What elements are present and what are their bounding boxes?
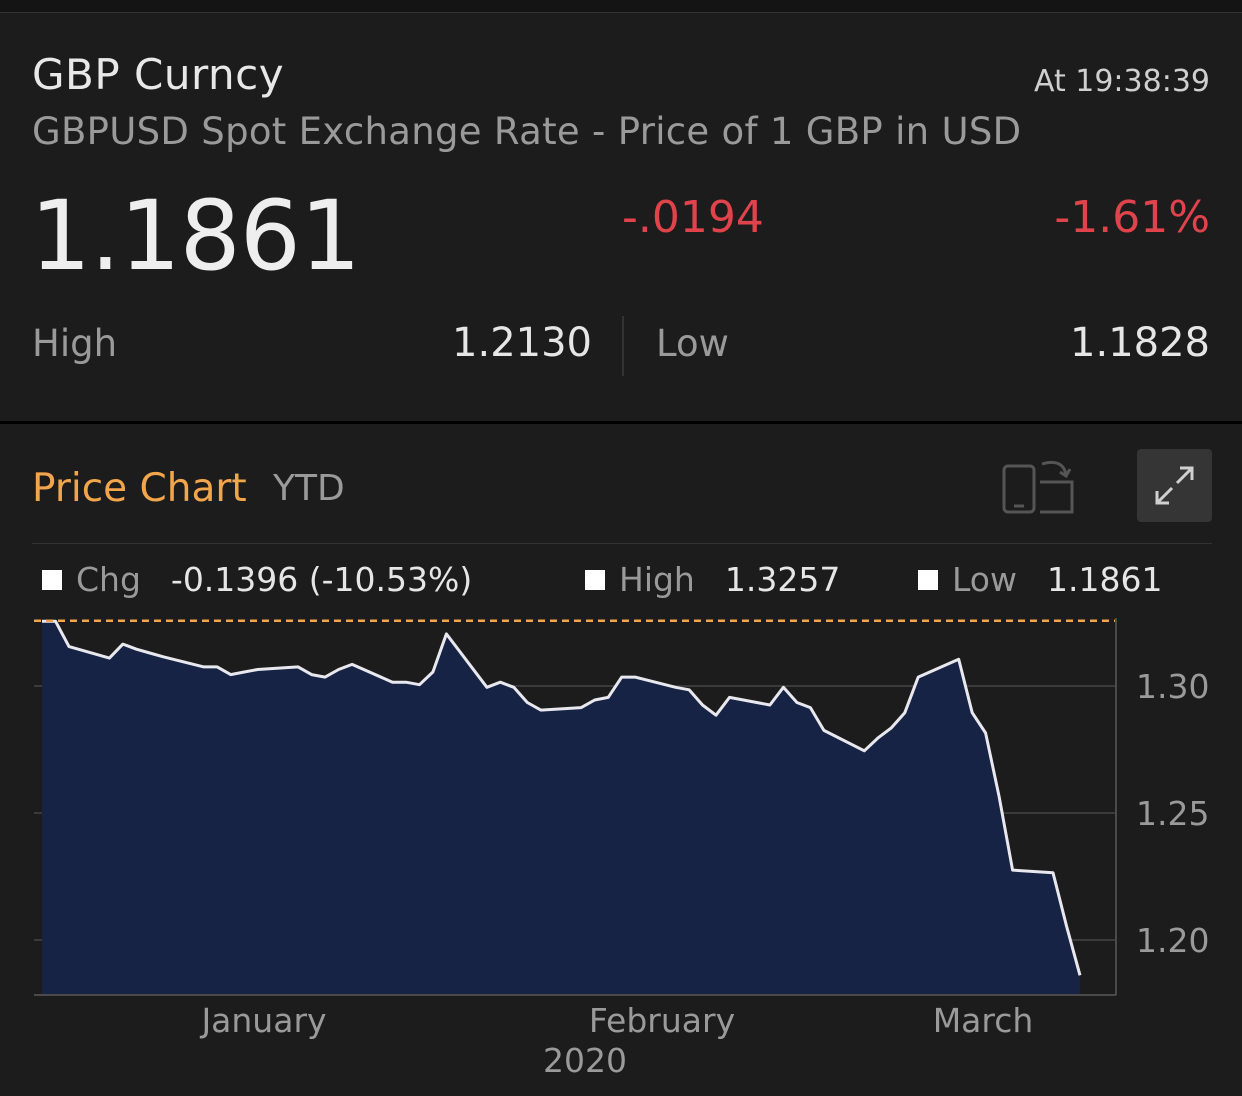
day-high-label: High [32,322,118,365]
y-tick-label: 1.20 [1136,921,1209,960]
last-price: 1.1861 [30,180,361,292]
legend-low-label: Low [952,560,1017,599]
legend-marker [918,569,938,590]
price-chart-title: Price Chart [32,466,247,511]
legend-high-value: 1.3257 [724,560,841,599]
section-divider [0,421,1242,424]
day-low-value: 1.1828 [1070,320,1210,366]
chart-range-selector[interactable]: YTD [273,468,345,509]
legend-low: Low 1.1861 [918,560,1162,599]
x-axis-year-label: 2020 [543,1041,627,1080]
percent-change: -1.61% [1054,192,1210,243]
legend-change-label: Chg [76,560,141,599]
quote-panel [0,13,1242,421]
legend-change: Chg -0.1396 (-10.53%) [42,560,472,599]
price-chart[interactable]: 1.30 1.25 1.20 January February March 2020 [0,600,1242,1096]
y-tick-label: 1.25 [1136,794,1209,833]
day-high-value: 1.2130 [452,320,592,366]
y-tick-label: 1.30 [1136,667,1209,706]
x-tick-label: March [933,1001,1034,1040]
chart-header-divider [32,543,1212,544]
price-area-fill [42,621,1080,995]
rotate-device-icon [1002,460,1074,514]
legend-change-value: -0.1396 (-10.53%) [170,560,473,599]
top-divider [0,0,1242,13]
price-line [42,619,1082,976]
ticker-title: GBP Curncy [32,50,285,99]
legend-marker [585,569,605,590]
expand-chart-button[interactable] [1137,449,1212,522]
expand-icon [1155,466,1194,505]
legend-high: High 1.3257 [585,560,840,599]
legend-marker [42,569,62,590]
net-change: -.0194 [622,192,764,243]
quote-timestamp: At 19:38:39 [1033,64,1210,99]
ticker-description: GBPUSD Spot Exchange Rate - Price of 1 G… [32,110,1022,153]
legend-low-value: 1.1861 [1047,560,1163,599]
rotate-device-button[interactable] [996,454,1080,520]
legend-high-label: High [619,560,695,599]
x-tick-label: January [199,1001,326,1040]
day-low-label: Low [656,322,729,365]
x-tick-label: February [589,1001,735,1040]
high-low-divider [622,316,624,376]
